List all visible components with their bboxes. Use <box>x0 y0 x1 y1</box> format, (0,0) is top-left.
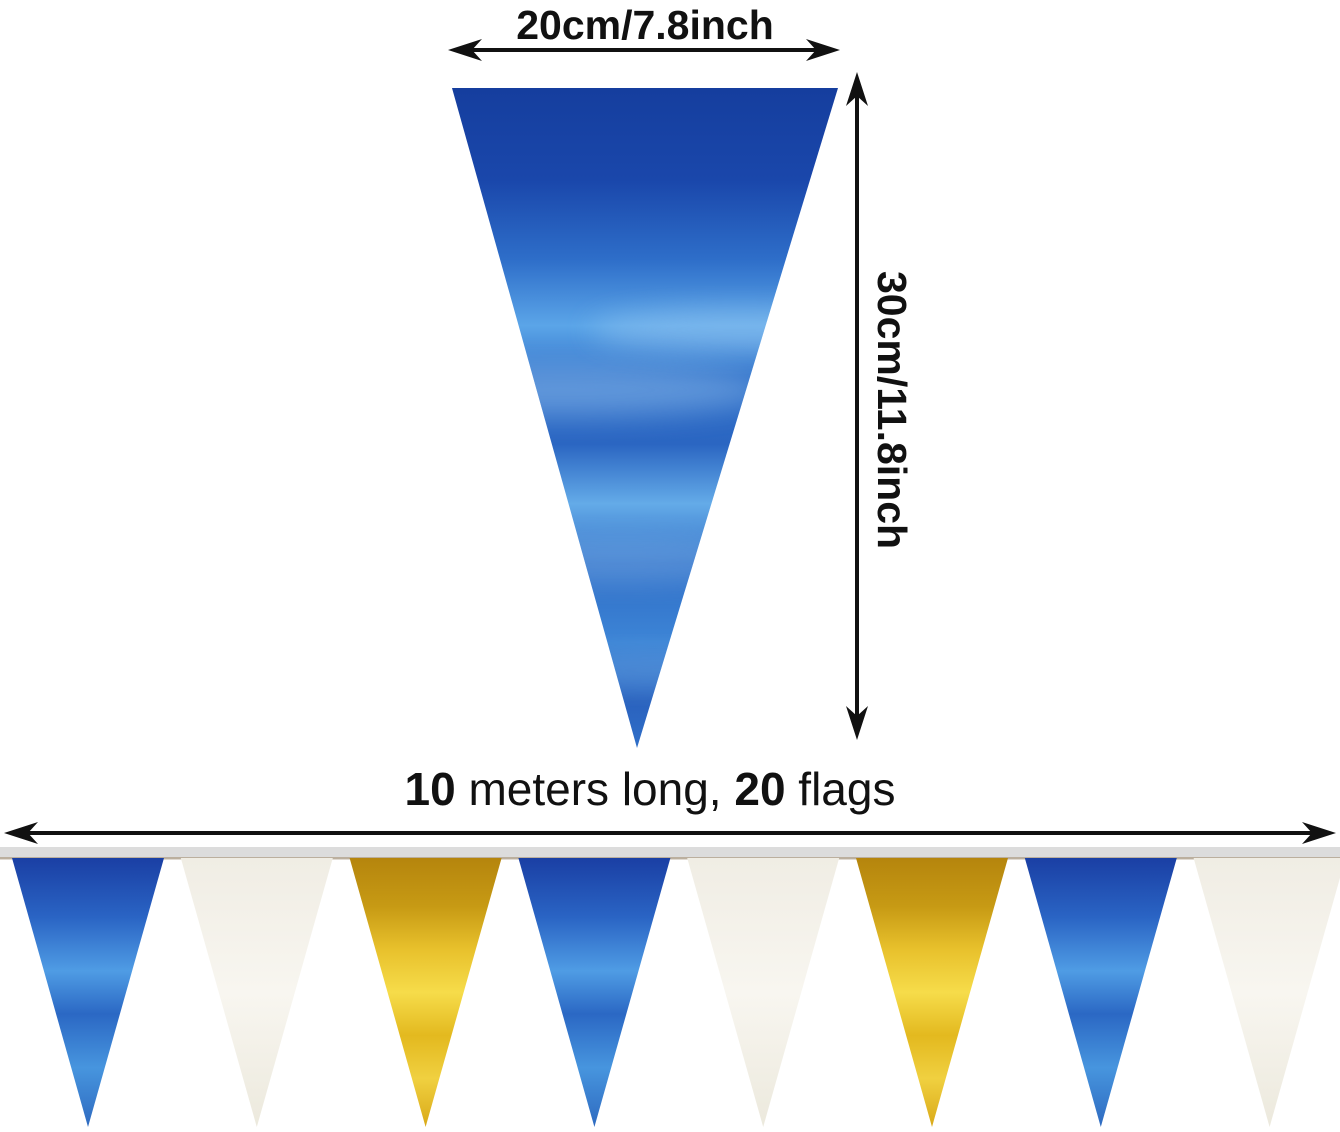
sheen-streak <box>540 652 780 688</box>
banner-flag-count-units: flags <box>785 763 896 815</box>
banner-length-units: meters long, <box>455 763 735 815</box>
width-arrow <box>448 39 840 61</box>
banner-flag-blue <box>1024 858 1177 1127</box>
pennant-large <box>452 88 838 748</box>
banner-string <box>0 847 1340 860</box>
banner-arrow-head-right-icon <box>1302 822 1336 844</box>
banner-flag-white <box>687 858 840 1127</box>
banner-length-label: 10 meters long, 20 flags <box>270 762 1030 816</box>
sheen-streak <box>590 308 838 352</box>
width-arrow-head-left-icon <box>448 39 482 61</box>
height-arrow <box>846 72 868 740</box>
height-dimension-label: 30cm/11.8inch <box>869 270 915 550</box>
banner-flag-blue <box>518 858 671 1127</box>
sheen-streak <box>452 364 770 416</box>
banner-flag-white <box>1193 858 1340 1127</box>
sheen-streak <box>452 538 790 582</box>
banner-flag-blue <box>12 858 164 1127</box>
height-arrow-head-up-icon <box>846 72 868 106</box>
banner-flag-gold <box>856 858 1008 1127</box>
banner-flag-count-value: 20 <box>734 763 786 815</box>
banner-arrow-head-left-icon <box>4 822 38 844</box>
banner-flag-gold <box>349 858 502 1127</box>
width-dimension-label: 20cm/7.8inch <box>516 2 774 48</box>
banner-flag-white <box>180 858 333 1127</box>
banner-string-band <box>0 847 1340 859</box>
banner-length-value: 10 <box>404 763 456 815</box>
banner-length-arrow <box>4 822 1336 844</box>
width-arrow-head-right-icon <box>806 39 840 61</box>
banner-flags-row <box>12 858 1340 1127</box>
height-arrow-head-down-icon <box>846 706 868 740</box>
pennant-large-triangle <box>452 88 838 748</box>
